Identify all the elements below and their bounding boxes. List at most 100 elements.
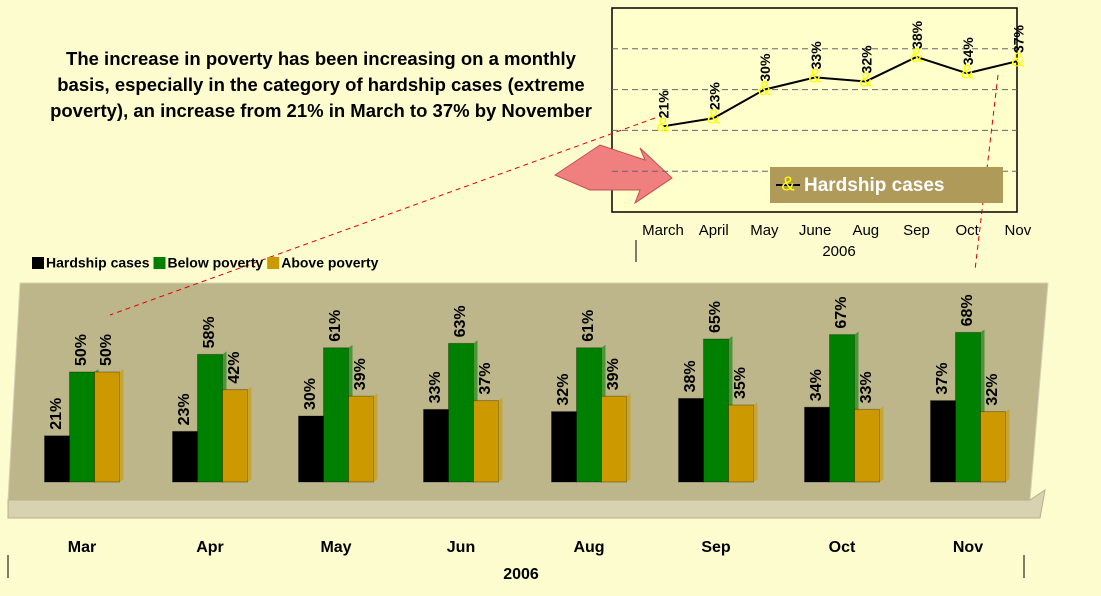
value-label: 37%	[934, 363, 951, 395]
legend-label: Hardship cases	[46, 255, 150, 271]
bar	[473, 400, 499, 483]
marker: &	[758, 78, 772, 100]
legend-box	[770, 167, 1003, 203]
x-tick-label: Jun	[447, 539, 475, 556]
marker: &	[808, 66, 822, 88]
bar	[955, 331, 981, 483]
marker: &	[859, 70, 873, 92]
x-tick-label: Aug	[573, 539, 604, 556]
annotation: The increase in poverty has been increas…	[50, 48, 592, 121]
x-tick-label: Nov	[953, 539, 983, 556]
marker: &	[656, 115, 670, 137]
bar	[44, 435, 70, 483]
bar	[930, 400, 956, 483]
bar	[829, 334, 855, 483]
value-label: 32%	[859, 45, 875, 74]
bar-side	[373, 393, 378, 482]
x-tick-label: April	[699, 222, 729, 239]
value-label: 32%	[555, 374, 572, 406]
bar	[551, 411, 577, 483]
value-label: 63%	[452, 305, 469, 337]
bar-side	[626, 393, 631, 482]
x-tick-label: May	[320, 539, 351, 556]
x-tick-label: Mar	[68, 539, 96, 556]
bar-side	[1005, 408, 1010, 482]
bar-floor	[7, 488, 1046, 519]
value-label: 58%	[201, 316, 218, 348]
bar	[69, 371, 95, 483]
value-label: 23%	[176, 393, 193, 425]
legend-swatch	[32, 257, 44, 269]
value-label: 21%	[48, 398, 65, 430]
value-label: 37%	[477, 363, 494, 395]
value-label: 68%	[959, 294, 976, 326]
connector	[109, 117, 656, 316]
legend-swatch	[267, 257, 280, 269]
value-label: 61%	[327, 310, 344, 342]
bar-side	[879, 406, 884, 482]
x-tick-label: June	[799, 222, 832, 239]
x-tick-label: May	[750, 222, 779, 239]
value-label: 33%	[427, 371, 444, 403]
bar	[804, 406, 830, 483]
x-tick-label: Apr	[196, 539, 224, 556]
bar	[728, 404, 754, 483]
value-label: 37%	[1011, 24, 1027, 53]
bar	[980, 411, 1006, 483]
value-label: 34%	[960, 37, 976, 66]
value-label: 61%	[580, 310, 597, 342]
bar-side	[247, 386, 252, 482]
x-tick-label: Sep	[701, 539, 731, 556]
legend-label: Above poverty	[281, 255, 378, 271]
bar	[94, 371, 120, 483]
value-label: 50%	[98, 334, 115, 366]
pointer-arrow	[553, 144, 673, 205]
bar	[703, 338, 729, 483]
bar	[298, 415, 324, 483]
legend-label: Hardship cases	[804, 175, 944, 196]
value-label: 38%	[682, 360, 699, 392]
value-label: 23%	[706, 82, 722, 111]
marker: &	[707, 106, 721, 128]
marker: &	[910, 45, 924, 67]
legend-marker: &	[781, 173, 795, 195]
bar	[197, 353, 223, 483]
value-label: 50%	[73, 334, 90, 366]
connector	[974, 74, 999, 271]
x-tick-label: Sep	[903, 222, 930, 239]
marker: &	[1011, 49, 1025, 71]
x-tick-label: Nov	[1005, 222, 1032, 239]
bar	[678, 397, 704, 483]
value-label: 34%	[808, 369, 825, 401]
bar-wall	[7, 282, 1049, 501]
marker: &	[961, 62, 975, 84]
value-label: 42%	[226, 352, 243, 384]
value-label: 33%	[858, 371, 875, 403]
value-label: 30%	[757, 53, 773, 82]
bar	[423, 408, 449, 483]
value-label: 39%	[352, 358, 369, 390]
bar-side	[119, 369, 124, 482]
bar-side	[498, 397, 503, 482]
x-axis-label: 2006	[503, 566, 539, 583]
legend-label: Below poverty	[168, 255, 264, 271]
value-label: 65%	[707, 301, 724, 333]
bar-side	[753, 402, 758, 482]
x-tick-label: Aug	[852, 222, 879, 239]
x-tick-label: Oct	[829, 539, 856, 556]
value-label: 33%	[808, 41, 824, 70]
value-label: 38%	[909, 20, 925, 49]
bar	[348, 395, 374, 483]
bar	[172, 430, 198, 483]
bar	[222, 389, 248, 483]
legend-swatch	[153, 257, 166, 269]
value-label: 35%	[732, 367, 749, 399]
bar	[601, 395, 627, 483]
line	[662, 55, 1019, 128]
value-label: 21%	[656, 90, 672, 119]
value-label: 39%	[605, 358, 622, 390]
bar	[576, 347, 602, 483]
x-tick-label: Oct	[956, 222, 980, 239]
